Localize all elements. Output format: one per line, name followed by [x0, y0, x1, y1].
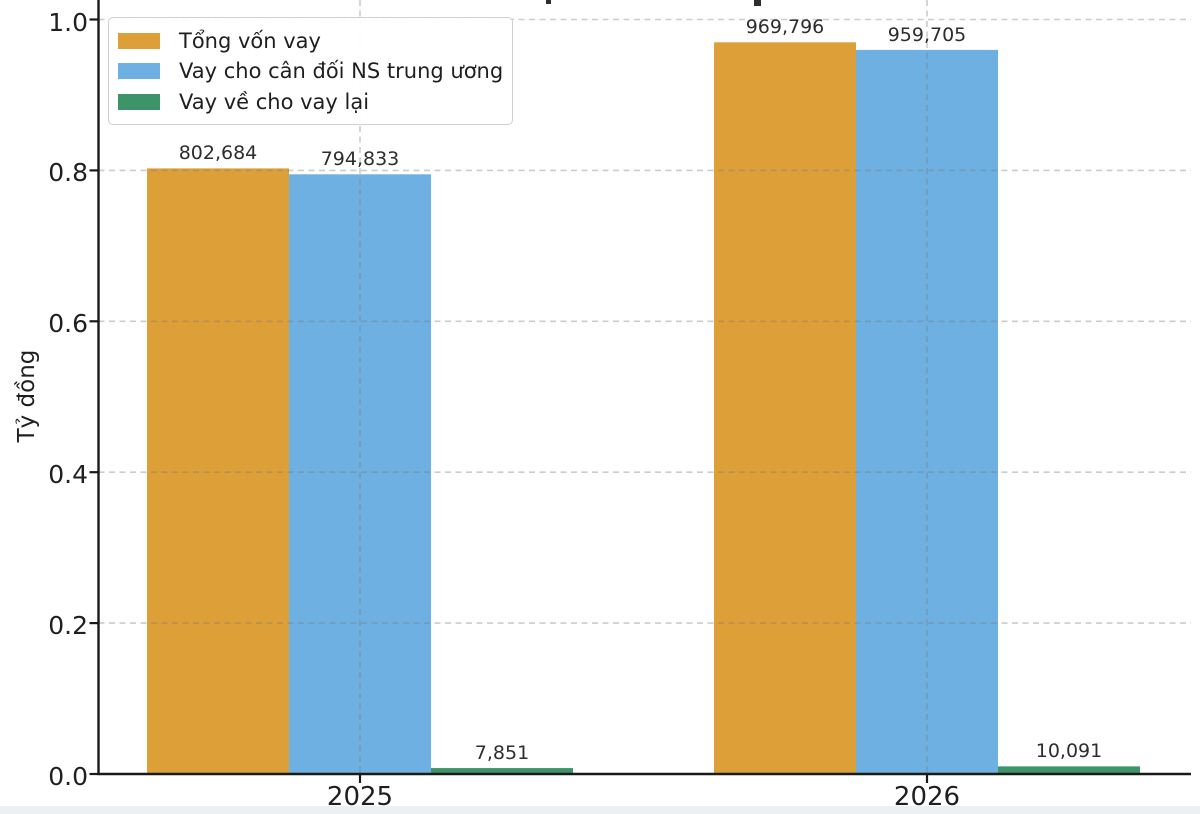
- bar-value-label: 802,684: [178, 142, 258, 165]
- legend-row: Vay về cho vay lại: [118, 90, 502, 114]
- legend-label: Vay cho cân đối NS trung ương: [179, 59, 504, 83]
- legend-label: Vay về cho vay lại: [179, 89, 370, 114]
- bar-2025-series-1: [289, 174, 431, 774]
- legend-label: Tổng vốn vay: [179, 28, 321, 53]
- legend-row: Tổng vốn vay: [118, 29, 502, 53]
- bar-2025-series-0: [147, 168, 289, 774]
- bar-2026-series-1: [856, 49, 998, 774]
- bar-value-label: 10,091: [1035, 740, 1103, 763]
- x-tick-label: 2026: [893, 782, 961, 812]
- bar-2025-series-2: [431, 768, 573, 774]
- y-axis-label: Tỷ đồng: [14, 349, 40, 443]
- bar-value-label: 7,851: [474, 742, 530, 765]
- y-tick-label: 0.0: [48, 762, 88, 791]
- x-tick-label: 2025: [326, 782, 394, 812]
- legend: Tổng vốn vay Vay cho cân đối NS trung ươn…: [108, 17, 513, 125]
- bar-value-label: 959,705: [887, 23, 967, 46]
- bar-value-label: 969,796: [745, 16, 825, 39]
- bar-2026-series-2: [998, 766, 1140, 774]
- bar-value-label: 794,833: [320, 148, 400, 171]
- y-tick-label: 0.8: [48, 158, 88, 188]
- legend-row: Vay cho cân đối NS trung ương: [118, 59, 504, 83]
- y-tick-label: 0.2: [48, 611, 88, 641]
- y-tick-label: 1.0: [48, 7, 88, 37]
- bottom-edge-strip: [0, 806, 1200, 814]
- legend-swatch-icon: [118, 63, 160, 79]
- cropped-title-fragment: [754, 0, 761, 6]
- cropped-title-fragment: [546, 0, 551, 4]
- y-tick-label: 0.4: [48, 460, 88, 490]
- legend-swatch-icon: [118, 93, 160, 110]
- bar-2026-series-0: [714, 42, 856, 774]
- y-tick-label: 0.6: [48, 309, 88, 339]
- legend-swatch-icon: [118, 32, 160, 49]
